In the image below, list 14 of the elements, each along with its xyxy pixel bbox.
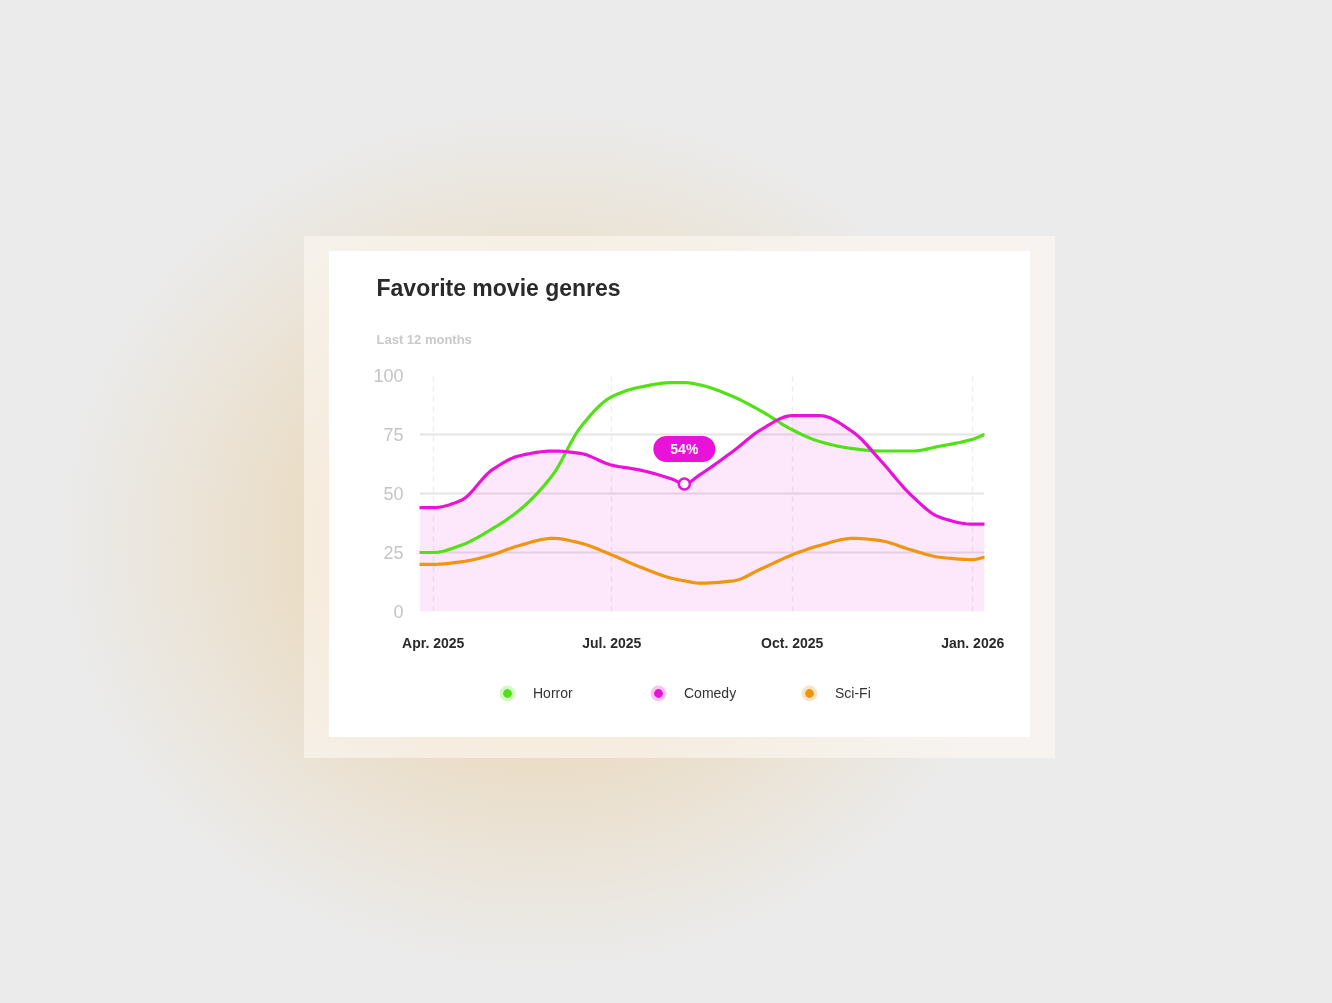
y-tick-label: 100 [373, 366, 404, 386]
legend-label: Sci-Fi [835, 685, 872, 701]
y-tick-label: 50 [383, 484, 404, 504]
y-tick-label: 75 [383, 425, 404, 445]
x-tick-label: Jan. 2026 [941, 634, 1005, 651]
x-tick-label: Jul. 2025 [582, 634, 642, 651]
y-tick-label: 0 [393, 602, 404, 622]
y-tick-label: 25 [383, 543, 404, 563]
x-tick-label: Oct. 2025 [761, 634, 824, 651]
legend-label: Comedy [684, 685, 738, 701]
annotation: 54% [670, 441, 699, 458]
legend-label: Horror [533, 685, 574, 701]
x-tick-label: Apr. 2025 [402, 634, 465, 651]
chart-title: Favorite movie genres [376, 274, 621, 301]
